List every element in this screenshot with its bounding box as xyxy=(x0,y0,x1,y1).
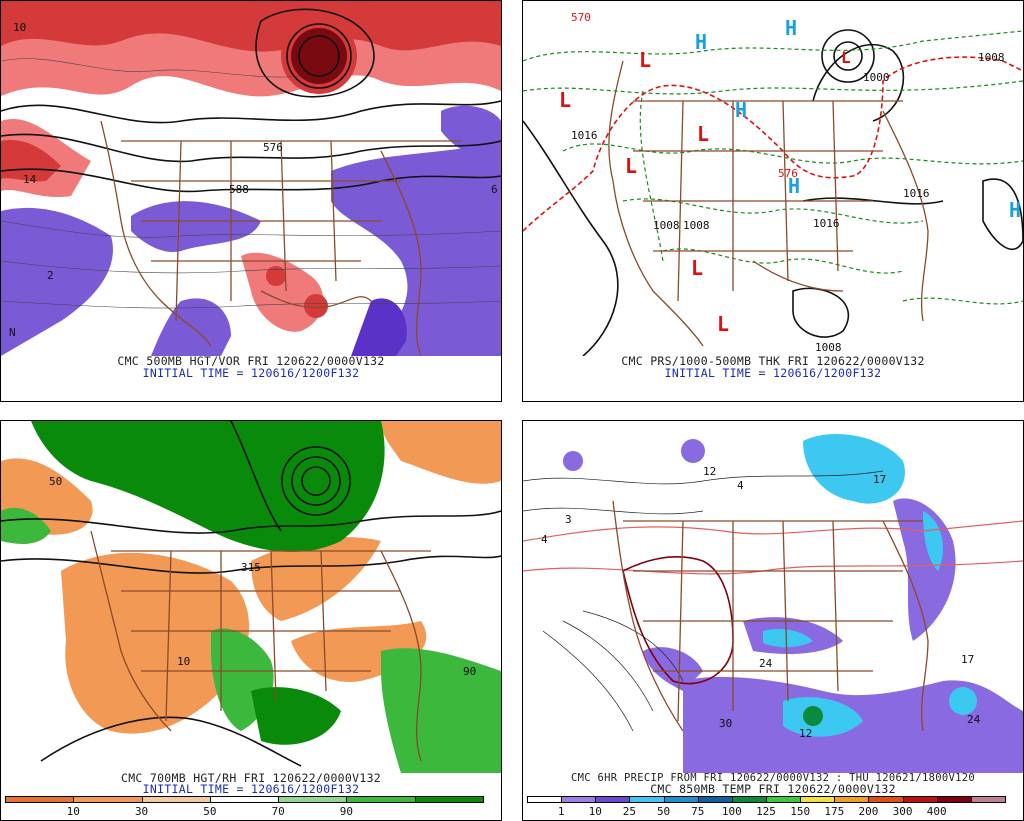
panel-precip-temp: 4 12 3 4 17 30 12 24 17 24 CMC 6HR PRECI… xyxy=(522,420,1024,821)
panel-500mb-vorticity: 10 14 588 576 2 6 N CMC 500MB HGT/VOR FR… xyxy=(0,0,502,402)
high-symbol: H xyxy=(1009,198,1021,222)
legend-label: 10 xyxy=(66,805,80,818)
legend-swatch xyxy=(663,796,699,803)
legend-swatch xyxy=(346,796,416,803)
legend-label: 1 xyxy=(557,805,565,818)
vorticity-map: 10 14 588 576 2 6 N xyxy=(1,1,501,356)
legend-swatch xyxy=(278,796,348,803)
rh-map: 50 10 90 315 xyxy=(1,421,501,773)
isobar-label: 1008 xyxy=(653,219,680,232)
bl-caption: CMC 700MB HGT/RH FRI 120622/0000V132 xyxy=(120,771,382,785)
legend-label: 150 xyxy=(790,805,811,818)
legend-label: 30 xyxy=(134,805,149,818)
legend-label: 300 xyxy=(892,805,913,818)
vort-label-10: 10 xyxy=(13,21,26,34)
legend-label: 10 xyxy=(588,805,602,818)
isobar-label: 1016 xyxy=(903,187,930,200)
legend-label: 90 xyxy=(339,805,354,818)
legend-label: 70 xyxy=(271,805,285,818)
height-label-576: 576 xyxy=(263,141,283,154)
precip-label: 24 xyxy=(759,657,773,670)
low-symbol: L xyxy=(639,48,651,72)
rh-label: 50 xyxy=(49,475,62,488)
height-label: 315 xyxy=(241,561,261,574)
tl-subcaption: INITIAL TIME = 120616/1200F132 xyxy=(142,366,360,380)
panel-pressure-thickness: H H H H H L L L L L L L 1016 1008 1000 1… xyxy=(522,0,1024,402)
low-symbol: L xyxy=(559,88,571,112)
rh-label: 10 xyxy=(177,655,190,668)
legend-swatch xyxy=(834,796,870,803)
br-subcaption: CMC 850MB TEMP FRI 120622/0000V132 xyxy=(650,782,896,796)
low-symbol: L xyxy=(717,312,729,336)
legend-label: 200 xyxy=(858,805,879,818)
vort-label-n: N xyxy=(9,326,16,339)
thickness-label: 570 xyxy=(571,11,591,24)
legend-label: 100 xyxy=(721,805,742,818)
legend-swatch xyxy=(414,796,484,803)
tr-caption: CMC PRS/1000-500MB THK FRI 120622/0000V1… xyxy=(621,354,925,368)
low-symbol: L xyxy=(625,154,637,178)
pressure-map: H H H H H L L L L L L L 1016 1008 1000 1… xyxy=(523,1,1023,356)
legend-label: 125 xyxy=(756,805,776,818)
low-symbol: L xyxy=(697,122,709,146)
legend-swatch xyxy=(527,796,563,803)
tr-subcaption: INITIAL TIME = 120616/1200F132 xyxy=(664,366,882,380)
isobar-label: 1016 xyxy=(813,217,840,230)
legend-swatch xyxy=(5,796,75,803)
vort-label-14: 14 xyxy=(23,173,37,186)
high-symbol: H xyxy=(785,16,797,40)
isobar-label: 1008 xyxy=(683,219,710,232)
low-symbol: L xyxy=(691,256,703,280)
temp-label: 30 xyxy=(719,717,732,730)
legend-swatch xyxy=(595,796,631,803)
precip-label: 3 xyxy=(565,513,572,526)
isobar-label: 1008 xyxy=(815,341,842,354)
legend-label: 50 xyxy=(656,805,671,818)
vort-label-6: 6 xyxy=(491,183,498,196)
legend-label: 175 xyxy=(824,805,845,818)
rh-legend: 10 30 50 70 90 xyxy=(5,796,484,818)
vort-label-2: 2 xyxy=(47,269,54,282)
legend-swatch xyxy=(209,796,280,803)
precip-label: 17 xyxy=(961,653,974,666)
legend-label: 50 xyxy=(203,805,217,818)
low-symbol: L xyxy=(841,48,851,67)
legend-swatch xyxy=(731,796,767,803)
legend-label: 400 xyxy=(926,805,947,818)
legend-swatch xyxy=(561,796,597,803)
legend-swatch xyxy=(868,796,904,803)
legend-swatch xyxy=(936,796,972,803)
high-symbol: H xyxy=(735,98,747,122)
isobar-label: 1016 xyxy=(571,129,598,142)
legend-swatch xyxy=(970,796,1006,803)
bl-subcaption: INITIAL TIME = 120616/1200F132 xyxy=(142,782,360,796)
high-symbol: H xyxy=(695,30,707,54)
legend-swatch xyxy=(766,796,802,803)
legend-swatch xyxy=(902,796,938,803)
precip-label: 12 xyxy=(703,465,716,478)
thickness-label: 576 xyxy=(778,167,798,180)
height-label-588: 588 xyxy=(229,183,249,196)
legend-swatch xyxy=(629,796,665,803)
legend-swatch xyxy=(800,796,836,803)
rh-label: 90 xyxy=(463,665,476,678)
legend-swatch xyxy=(697,796,733,803)
panel-700mb-rh: 50 10 90 315 CMC 700MB HGT/RH FRI 120622… xyxy=(0,420,502,821)
precip-label: 24 xyxy=(967,713,981,726)
isobar-label: 1008 xyxy=(978,51,1005,64)
precip-legend: 1 10 25 50 75 100 125 150 175 200 300 400 xyxy=(527,796,1006,818)
precip-label: 4 xyxy=(541,533,548,546)
legend-swatch xyxy=(141,796,211,803)
legend-label: 25 xyxy=(622,805,637,818)
precip-map: 4 12 3 4 17 30 12 24 17 24 xyxy=(523,421,1023,773)
high-symbol: H xyxy=(788,174,800,198)
precip-label: 4 xyxy=(737,479,744,492)
precip-label: 12 xyxy=(799,727,812,740)
isobar-label: 1000 xyxy=(863,71,890,84)
legend-label: 75 xyxy=(691,805,705,818)
br-caption: CMC 6HR PRECIP FROM FRI 120622/0000V132 … xyxy=(571,772,975,784)
tl-caption: CMC 500MB HGT/VOR FRI 120622/0000V132 xyxy=(117,354,385,368)
legend-swatch xyxy=(73,796,143,803)
precip-label: 17 xyxy=(873,473,886,486)
